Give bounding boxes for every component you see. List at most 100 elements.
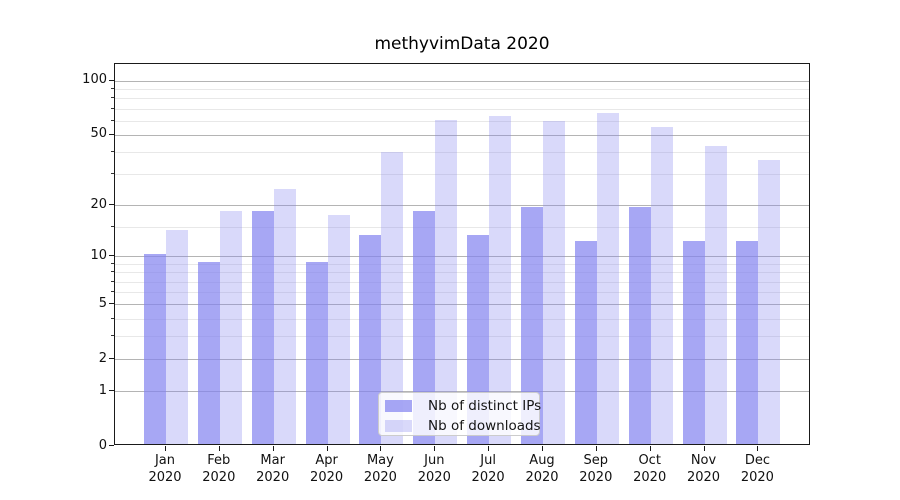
x-tick-mark-apr bbox=[326, 446, 328, 451]
x-tick-month: Jun bbox=[424, 453, 445, 468]
gridline-major-20 bbox=[115, 205, 809, 207]
x-tick-label-aug-2020: Aug 2020 bbox=[525, 452, 558, 486]
x-tick-month: Oct bbox=[638, 453, 661, 468]
gridline-major-5 bbox=[115, 304, 809, 306]
bar-nb-of-downloads-nov-2020 bbox=[704, 146, 727, 444]
y-tick-label-50: 50 bbox=[90, 126, 107, 142]
bar-nb-of-downloads-mar-2020 bbox=[273, 189, 296, 444]
x-tick-label-may-2020: May 2020 bbox=[364, 452, 397, 486]
y-minor-tick-mark-80 bbox=[111, 97, 114, 99]
x-tick-mark-sep bbox=[595, 446, 597, 451]
x-tick-mark-may bbox=[380, 446, 382, 451]
y-minor-tick-mark-60 bbox=[111, 119, 114, 121]
x-tick-label-nov-2020: Nov 2020 bbox=[687, 452, 720, 486]
x-tick-mark-jun bbox=[434, 446, 436, 451]
x-tick-year: 2020 bbox=[740, 470, 774, 485]
bar-nb-of-downloads-jan-2020 bbox=[166, 229, 188, 444]
legend: Nb of distinct IPs Nb of downloads bbox=[378, 392, 542, 436]
chart-title: methyvimData 2020 bbox=[374, 34, 550, 54]
x-tick-label-jan-2020: Jan 2020 bbox=[148, 452, 181, 486]
bar-nb-of-distinct-ips-apr-2020 bbox=[305, 261, 328, 444]
y-minor-tick-mark-9 bbox=[111, 262, 114, 264]
bar-nb-of-downloads-sep-2020 bbox=[596, 112, 619, 444]
gridlines-layer bbox=[115, 64, 809, 444]
x-tick-year: 2020 bbox=[417, 470, 451, 485]
legend-item-downloads: Nb of downloads bbox=[385, 417, 541, 435]
x-tick-label-sep-2020: Sep 2020 bbox=[579, 452, 612, 486]
plot-area: Nb of distinct IPs Nb of downloads bbox=[114, 63, 810, 445]
x-tick-month: Apr bbox=[315, 453, 338, 468]
gridline-minor-60 bbox=[115, 120, 809, 122]
x-tick-label-dec-2020: Dec 2020 bbox=[741, 452, 774, 486]
gridline-minor-15 bbox=[115, 226, 809, 228]
x-tick-label-oct-2020: Oct 2020 bbox=[633, 452, 666, 486]
gridline-minor-3 bbox=[115, 336, 809, 338]
x-tick-label-feb-2020: Feb 2020 bbox=[202, 452, 235, 486]
y-tick-mark-0 bbox=[109, 445, 114, 446]
x-tick-month: May bbox=[366, 453, 394, 468]
x-tick-mark-oct bbox=[649, 446, 651, 451]
gridline-minor-7 bbox=[115, 281, 809, 283]
y-minor-tick-mark-3 bbox=[111, 335, 114, 337]
legend-item-distinct-ips: Nb of distinct IPs bbox=[385, 397, 542, 415]
gridline-minor-9 bbox=[115, 263, 809, 265]
y-minor-tick-mark-15 bbox=[111, 225, 114, 227]
bar-nb-of-distinct-ips-nov-2020 bbox=[682, 241, 705, 444]
bar-nb-of-distinct-ips-may-2020 bbox=[359, 235, 382, 444]
legend-swatch-downloads bbox=[385, 420, 412, 432]
bar-nb-of-distinct-ips-jun-2020 bbox=[413, 211, 436, 444]
y-minor-tick-mark-4 bbox=[111, 317, 114, 319]
gridline-major-50 bbox=[115, 134, 809, 136]
y-tick-label-1: 1 bbox=[98, 382, 107, 398]
x-tick-month: Dec bbox=[744, 453, 770, 468]
gridline-minor-6 bbox=[115, 292, 809, 293]
x-tick-mark-mar bbox=[272, 446, 274, 451]
y-minor-tick-mark-40 bbox=[111, 151, 114, 153]
y-minor-tick-mark-8 bbox=[111, 271, 114, 273]
y-tick-mark-50 bbox=[109, 133, 114, 135]
gridline-major-100 bbox=[115, 80, 809, 82]
bar-nb-of-downloads-jul-2020 bbox=[489, 116, 512, 444]
y-minor-tick-mark-7 bbox=[111, 280, 114, 282]
bars-layer bbox=[115, 64, 809, 444]
y-tick-mark-20 bbox=[109, 204, 114, 206]
legend-label-downloads: Nb of downloads bbox=[428, 418, 541, 434]
gridline-major-2 bbox=[115, 359, 809, 361]
gridline-major-10 bbox=[115, 256, 809, 258]
x-tick-year: 2020 bbox=[148, 470, 182, 485]
x-tick-month: Mar bbox=[260, 453, 285, 468]
legend-label-distinct-ips: Nb of distinct IPs bbox=[428, 398, 542, 414]
bar-nb-of-distinct-ips-feb-2020 bbox=[197, 261, 220, 444]
y-tick-mark-1 bbox=[109, 390, 114, 392]
y-tick-label-10: 10 bbox=[90, 247, 107, 263]
y-tick-mark-100 bbox=[109, 79, 114, 81]
bar-nb-of-downloads-jun-2020 bbox=[435, 120, 458, 444]
x-tick-mark-dec bbox=[757, 446, 759, 451]
legend-swatch-distinct-ips bbox=[385, 400, 412, 412]
bar-nb-of-downloads-aug-2020 bbox=[542, 121, 565, 444]
y-minor-tick-mark-90 bbox=[111, 88, 114, 90]
y-minor-tick-mark-70 bbox=[111, 107, 114, 109]
x-tick-mark-jul bbox=[488, 446, 490, 451]
x-tick-month: Sep bbox=[583, 453, 609, 468]
bar-nb-of-downloads-dec-2020 bbox=[758, 160, 781, 444]
x-tick-mark-aug bbox=[542, 446, 543, 451]
gridline-minor-4 bbox=[115, 318, 809, 320]
y-tick-mark-2 bbox=[109, 358, 114, 360]
x-tick-mark-jan bbox=[165, 446, 166, 451]
bar-nb-of-distinct-ips-aug-2020 bbox=[520, 207, 543, 444]
bar-nb-of-distinct-ips-sep-2020 bbox=[574, 241, 597, 444]
bar-nb-of-downloads-may-2020 bbox=[381, 152, 404, 444]
x-tick-label-apr-2020: Apr 2020 bbox=[310, 452, 343, 486]
y-tick-mark-5 bbox=[109, 303, 114, 305]
y-minor-tick-mark-30 bbox=[111, 173, 114, 175]
x-tick-year: 2020 bbox=[363, 470, 397, 485]
x-tick-month: Feb bbox=[207, 453, 231, 468]
bar-nb-of-distinct-ips-jan-2020 bbox=[144, 254, 166, 444]
bar-nb-of-downloads-apr-2020 bbox=[327, 215, 350, 444]
x-tick-year: 2020 bbox=[202, 470, 236, 485]
gridline-minor-70 bbox=[115, 108, 809, 110]
bar-nb-of-distinct-ips-oct-2020 bbox=[628, 207, 651, 444]
x-tick-mark-feb bbox=[218, 446, 220, 451]
